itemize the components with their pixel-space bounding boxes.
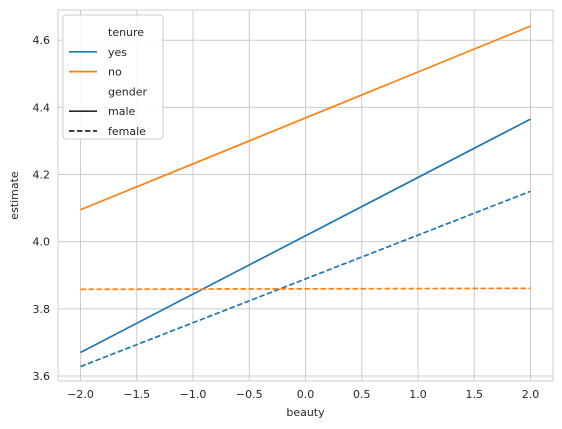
series-layer xyxy=(80,25,531,368)
legend-item-male-label: male xyxy=(108,105,136,118)
x-tick-label: −1.0 xyxy=(180,388,207,401)
y-axis-ticks: 3.6 3.8 4.0 4.2 4.4 4.6 xyxy=(33,34,51,383)
legend-item-yes-label: yes xyxy=(108,46,127,59)
legend: tenure yes no gender male female xyxy=(62,14,164,140)
plot-area-frame xyxy=(57,9,554,382)
x-tick-label: −2.0 xyxy=(67,388,94,401)
series-line-no-male xyxy=(80,25,531,211)
legend-title-tenure: tenure xyxy=(108,26,144,39)
legend-item-no-label: no xyxy=(108,66,122,79)
y-tick-label: 3.8 xyxy=(33,303,51,316)
x-tick-label: −1.5 xyxy=(123,388,150,401)
x-tick-label: −0.5 xyxy=(236,388,263,401)
x-tick-label: 2.0 xyxy=(522,388,540,401)
x-tick-label: 1.0 xyxy=(409,388,427,401)
legend-item-female-label: female xyxy=(108,125,146,138)
y-tick-label: 4.0 xyxy=(33,236,51,249)
x-tick-label: 1.5 xyxy=(466,388,484,401)
y-axis-label: estimate xyxy=(8,171,21,220)
series-line-yes-male xyxy=(80,118,531,354)
legend-frame xyxy=(62,14,164,140)
y-tick-label: 4.4 xyxy=(33,101,51,114)
series-line-no-female xyxy=(80,287,531,291)
x-tick-label: 0.5 xyxy=(353,388,371,401)
x-tick-label: 0.0 xyxy=(297,388,315,401)
x-axis-ticks: −2.0 −1.5 −1.0 −0.5 0.0 0.5 1.0 1.5 2.0 xyxy=(67,388,539,401)
series-line-yes-female xyxy=(80,190,531,368)
y-tick-label: 3.6 xyxy=(33,370,51,383)
legend-title-gender: gender xyxy=(108,85,147,98)
y-tick-label: 4.2 xyxy=(33,169,51,182)
y-tick-label: 4.6 xyxy=(33,34,51,47)
grid xyxy=(58,10,553,381)
x-axis-label: beauty xyxy=(286,406,325,419)
